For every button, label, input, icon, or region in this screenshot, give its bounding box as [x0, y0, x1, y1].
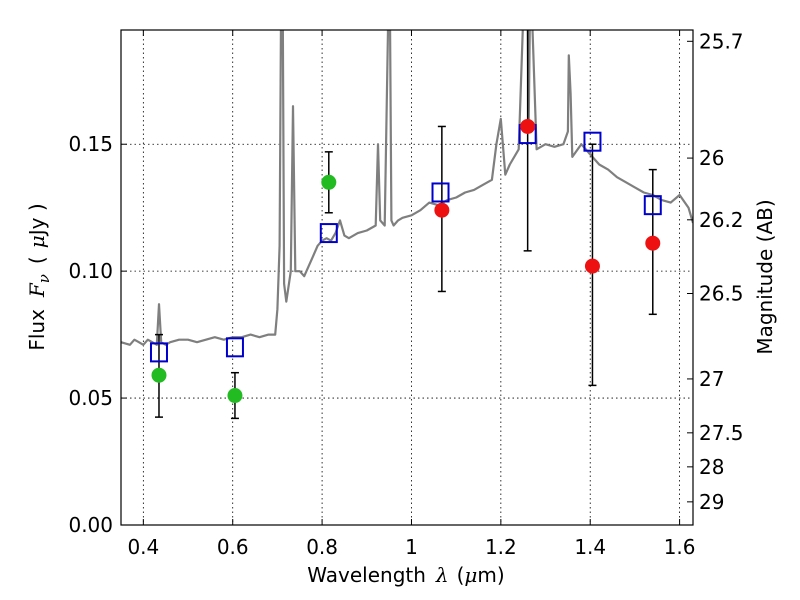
- observed-flux-point: [227, 388, 243, 404]
- observed-flux-point: [520, 118, 536, 134]
- x-tick-label: 1.2: [485, 535, 517, 559]
- x-axis-label-unit-open: (: [457, 563, 465, 587]
- model-photometry-point: [225, 337, 244, 358]
- y-tick-label: 0.05: [68, 386, 113, 410]
- x-tick-label: 1.4: [574, 535, 606, 559]
- x-axis-ticks: 0.4 0.6 0.8 1 1.2 1.4 1.6: [127, 30, 696, 559]
- y-axis-label-unit-open: (: [25, 256, 49, 264]
- y-tick-label: 0.15: [68, 132, 113, 156]
- y-axis-label-prefix: Flux: [25, 309, 49, 351]
- observed-flux-point: [321, 174, 337, 190]
- y-tick-label: 0.00: [68, 513, 113, 537]
- magnitude-axis-label: Magnitude (AB): [753, 199, 777, 354]
- data-layer: [121, 30, 693, 346]
- y-axis-label-unit-mu: μ: [25, 235, 49, 248]
- magnitude-tick-label: 27: [699, 367, 724, 391]
- magnitude-tick-label: 26.2: [699, 208, 744, 232]
- x-tick-label: 0.6: [217, 535, 249, 559]
- x-axis-label-unit-mu: μ: [464, 563, 477, 587]
- model-photometry-point: [583, 131, 602, 152]
- y-axis-label: Flux Fν ( μJy ): [25, 203, 53, 350]
- x-tick-label: 0.4: [127, 535, 159, 559]
- y-axis-label-symbol: F: [25, 282, 49, 298]
- spectrum-line: [121, 30, 693, 346]
- model-photometry-point: [149, 342, 168, 363]
- magnitude-tick-label: 26.5: [699, 281, 744, 305]
- magnitude-tick-label: 27.5: [699, 421, 744, 445]
- model-photometry-point: [643, 195, 662, 216]
- magnitude-tick-label: 29: [699, 490, 724, 514]
- magnitude-axis-ticks: 25.7 26 26.2 26.5 27 27.5 28 29: [687, 29, 744, 514]
- observed-flux-point: [584, 258, 600, 274]
- x-tick-label: 1: [405, 535, 418, 559]
- marker-layer: [149, 30, 662, 420]
- magnitude-tick-label: 26: [699, 146, 724, 170]
- x-axis-label-unit-rest: m): [477, 563, 504, 587]
- y-axis-label-subscript: ν: [35, 274, 53, 283]
- observed-flux-point: [151, 367, 167, 383]
- magnitude-tick-label: 28: [699, 455, 724, 479]
- observed-flux-point: [645, 235, 661, 251]
- y-axis-ticks: 0.00 0.05 0.10 0.15: [68, 132, 127, 537]
- plot-frame: [120, 29, 694, 526]
- x-axis-label-symbol: λ: [435, 563, 449, 587]
- x-axis-label: Wavelength λ (μm): [307, 563, 504, 587]
- x-tick-label: 1.6: [664, 535, 696, 559]
- model-photometry-point: [431, 182, 450, 203]
- observed-flux-point: [434, 202, 450, 218]
- y-axis-label-unit-rest: Jy ): [25, 203, 49, 237]
- magnitude-tick-label: 25.7: [699, 29, 744, 53]
- y-tick-label: 0.10: [68, 259, 113, 283]
- model-photometry-point: [319, 223, 338, 244]
- x-axis-label-prefix: Wavelength: [307, 563, 426, 587]
- x-tick-label: 0.8: [306, 535, 338, 559]
- grid-lines: [121, 30, 693, 525]
